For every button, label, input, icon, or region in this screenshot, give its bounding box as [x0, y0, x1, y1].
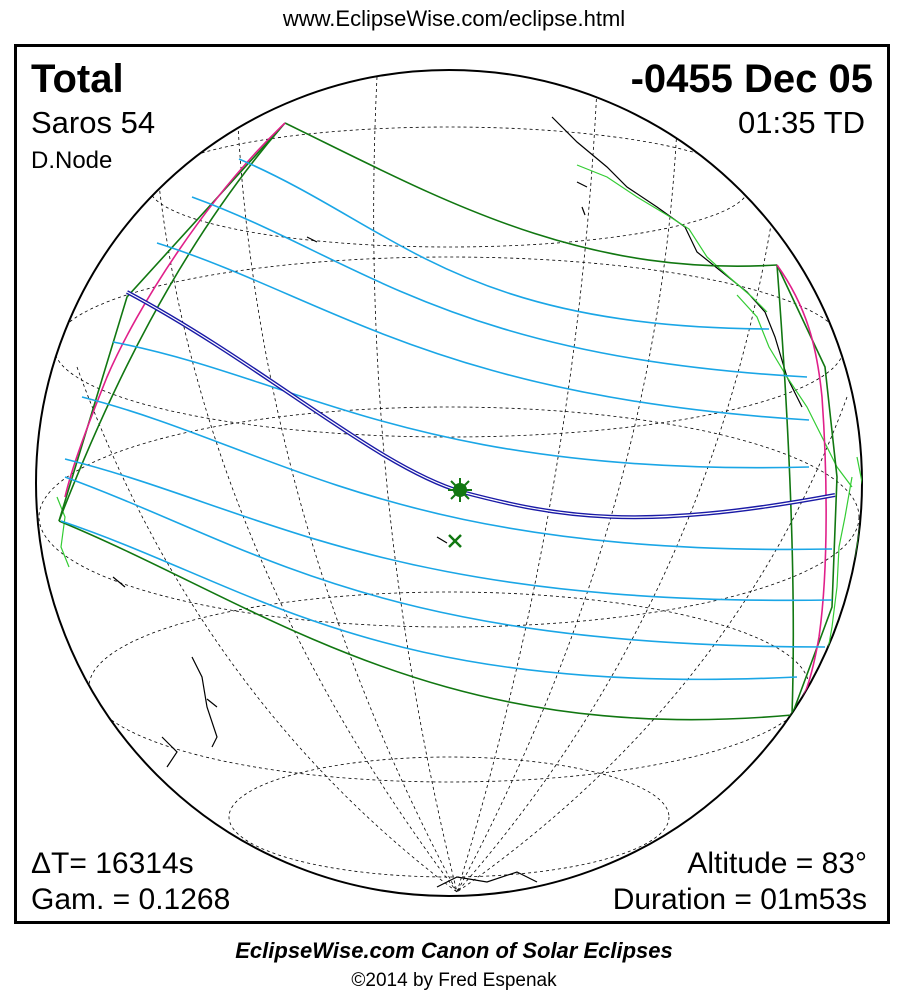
- canon-title: EclipseWise.com Canon of Solar Eclipses: [235, 938, 673, 963]
- eclipse-type: Total: [31, 57, 124, 101]
- x-mark-icon: [448, 534, 462, 548]
- antarctica-coast: [436, 871, 538, 888]
- hour-curve-2: [191, 196, 808, 378]
- penumbra-eastern-limit: [776, 264, 795, 716]
- eclipse-date: -0455 Dec 05: [630, 57, 873, 101]
- delta-t: ΔT= 16314s: [31, 847, 194, 880]
- gamma-value: Gam. = 0.1268: [31, 883, 231, 916]
- globe-map: [35, 69, 863, 897]
- hour-curve-7: [64, 476, 826, 648]
- penumbra-western-limit: [58, 122, 286, 522]
- hour-curve-6: [64, 458, 833, 602]
- hour-curve-1: [238, 158, 770, 330]
- sunrise-curve: [64, 122, 286, 498]
- pacific-islands: [112, 181, 588, 708]
- west-coast-day: [56, 496, 70, 568]
- copyright: ©2014 by Fred Espenak: [351, 970, 557, 991]
- penumbra-southern-limit: [58, 520, 793, 721]
- hourly-curves: [60, 158, 833, 681]
- penumbra-northern-limit: [284, 122, 778, 267]
- new-zealand: [161, 656, 218, 768]
- sun-asterisk-icon: [448, 478, 472, 502]
- penumbra-rise-inner: [58, 122, 286, 522]
- sun-altitude: Altitude = 83°: [687, 847, 867, 880]
- hour-curve-8: [60, 520, 798, 681]
- globe-outline: [35, 69, 863, 897]
- north-america-coast: [551, 116, 803, 408]
- hour-curve-5: [81, 396, 833, 551]
- north-america-coast-day: [576, 164, 768, 313]
- node-label: D.Node: [31, 147, 113, 174]
- saros-number: Saros 54: [31, 105, 156, 140]
- totality-duration: Duration = 01m53s: [612, 883, 867, 916]
- hour-curve-4: [112, 341, 810, 469]
- eclipse-time: 01:35 TD: [738, 105, 865, 140]
- source-url: www.EclipseWise.com/eclipse.html: [282, 6, 626, 31]
- central-america-coast: [736, 294, 853, 488]
- rise-set-curves: [64, 122, 827, 716]
- hour-curve-3: [156, 242, 810, 421]
- map-frame: Total -0455 Dec 05 Saros 54 01:35 TD D.N…: [14, 44, 890, 924]
- sunset-curve: [776, 264, 827, 716]
